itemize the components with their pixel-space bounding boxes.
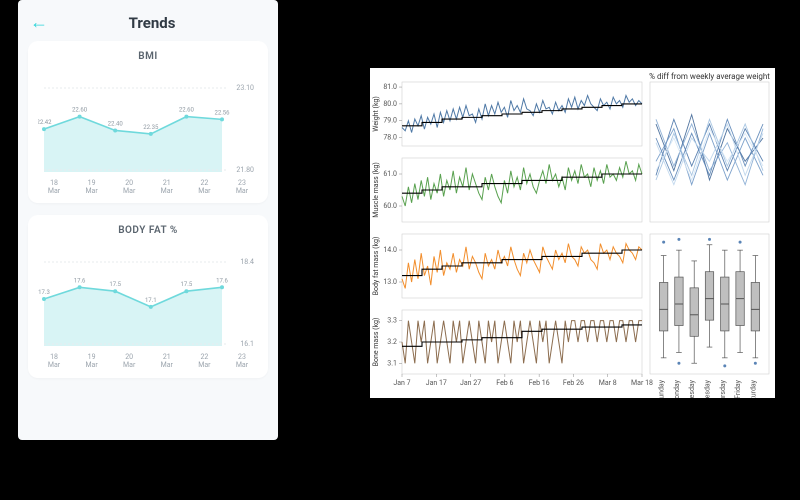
svg-text:Feb 16: Feb 16 <box>529 379 550 387</box>
svg-text:% diff from weekly average wei: % diff from weekly average weight <box>649 72 770 81</box>
svg-text:Bone mass (kg): Bone mass (kg) <box>372 318 380 367</box>
svg-text:22.40: 22.40 <box>108 120 124 127</box>
svg-text:Muscle mass (kg): Muscle mass (kg) <box>372 162 380 218</box>
svg-text:17.1: 17.1 <box>145 297 157 304</box>
svg-text:Jan 7: Jan 7 <box>393 379 410 387</box>
bodyfat-chart: 17.3 17.6 17.5 17.1 17.5 17.6 18.4 16.1 <box>38 242 258 352</box>
svg-text:Tuesday: Tuesday <box>688 379 696 398</box>
svg-text:Friday: Friday <box>734 379 742 398</box>
svg-text:Thursday: Thursday <box>719 379 727 398</box>
svg-text:22.42: 22.42 <box>38 119 52 126</box>
svg-text:Body fat mass (kg): Body fat mass (kg) <box>372 237 380 296</box>
x-tick: 21Mar <box>155 354 179 369</box>
svg-text:16.1: 16.1 <box>240 340 254 348</box>
svg-text:3.3: 3.3 <box>387 317 397 325</box>
svg-text:79.0: 79.0 <box>383 117 397 125</box>
svg-text:81.0: 81.0 <box>383 83 397 91</box>
bmi-x-axis: 18Mar 19Mar 20Mar 21Mar 22Mar 23Mar <box>38 178 258 195</box>
dashboard-panel: 78.0 79.0 80.0 81.0Weight (kg) 60.0 61.0Muscl… <box>370 68 775 398</box>
svg-text:22.35: 22.35 <box>143 124 159 131</box>
svg-text:22.56: 22.56 <box>214 109 230 116</box>
svg-text:78.0: 78.0 <box>383 134 397 142</box>
x-tick: 20Mar <box>117 180 141 195</box>
x-tick: 22Mar <box>192 354 216 369</box>
svg-text:22.60: 22.60 <box>179 107 195 114</box>
svg-text:22.60: 22.60 <box>72 107 88 114</box>
dashboard-svg: 78.0 79.0 80.0 81.0Weight (kg) 60.0 61.0Muscl… <box>370 68 775 398</box>
svg-text:18.4: 18.4 <box>240 258 254 266</box>
svg-text:80.0: 80.0 <box>383 100 397 108</box>
svg-text:Feb 26: Feb 26 <box>563 379 584 387</box>
svg-text:Feb 6: Feb 6 <box>496 379 513 387</box>
svg-text:17.6: 17.6 <box>216 278 228 285</box>
x-tick: 23Mar <box>230 354 254 369</box>
bodyfat-card-title: BODY FAT % <box>38 225 258 236</box>
x-tick: 20Mar <box>117 354 141 369</box>
svg-text:17.5: 17.5 <box>181 282 193 289</box>
svg-text:61.0: 61.0 <box>383 170 397 178</box>
svg-text:23.10: 23.10 <box>236 84 254 92</box>
x-tick: 18Mar <box>42 180 66 195</box>
bmi-chart: 22.42 22.60 22.40 22.35 22.60 22.56 23.10 21.80 <box>38 68 258 178</box>
svg-text:Mar 8: Mar 8 <box>599 379 617 387</box>
svg-text:Sunday: Sunday <box>658 379 666 398</box>
x-tick: 19Mar <box>80 354 104 369</box>
svg-text:Saturday: Saturday <box>749 379 757 398</box>
bodyfat-x-axis: 18Mar 19Mar 20Mar 21Mar 22Mar 23Mar <box>38 352 258 369</box>
x-tick: 21Mar <box>155 180 179 195</box>
svg-text:Monday: Monday <box>673 379 681 398</box>
svg-text:3.1: 3.1 <box>387 359 397 367</box>
x-tick: 23Mar <box>230 180 254 195</box>
svg-text:Weight (kg): Weight (kg) <box>372 96 380 132</box>
svg-text:Jan 17: Jan 17 <box>426 379 447 387</box>
x-tick: 18Mar <box>42 354 66 369</box>
svg-text:Jan 27: Jan 27 <box>460 379 481 387</box>
page-title: Trends <box>38 14 266 32</box>
svg-text:Mar 18: Mar 18 <box>631 379 653 387</box>
svg-text:Wednesday: Wednesday <box>704 379 712 398</box>
x-tick: 19Mar <box>80 180 104 195</box>
svg-text:13.0: 13.0 <box>383 278 397 286</box>
svg-text:3.2: 3.2 <box>387 338 397 346</box>
svg-text:21.80: 21.80 <box>236 166 254 174</box>
phone-panel: ← Trends BMI 22.4222.6022.4022.3522.6022… <box>18 0 278 440</box>
bmi-card-title: BMI <box>38 51 258 62</box>
svg-text:60.0: 60.0 <box>383 202 397 210</box>
svg-text:17.3: 17.3 <box>38 289 50 296</box>
svg-text:14.0: 14.0 <box>383 246 397 254</box>
svg-text:17.6: 17.6 <box>74 278 86 285</box>
phone-header: ← Trends <box>28 8 268 41</box>
x-tick: 22Mar <box>192 180 216 195</box>
bmi-card[interactable]: BMI 22.4222.6022.4022.3522.6022.5623.102… <box>28 41 268 203</box>
bodyfat-card[interactable]: BODY FAT % 17.317.617.517.117.517.618.41… <box>28 215 268 377</box>
svg-text:17.5: 17.5 <box>109 282 121 289</box>
